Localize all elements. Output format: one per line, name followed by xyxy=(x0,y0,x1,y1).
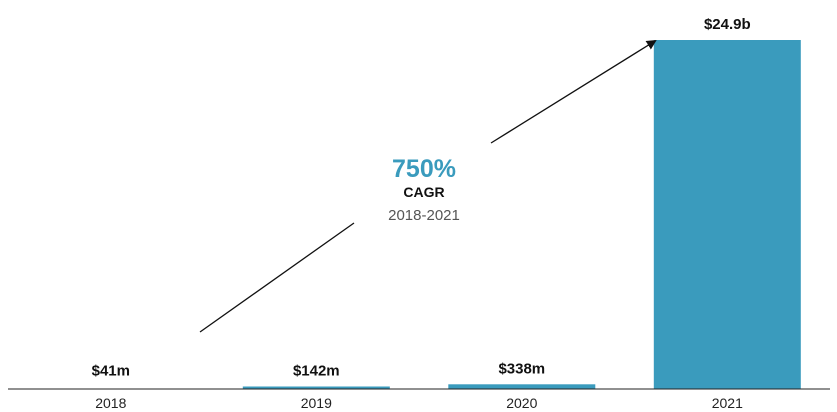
bar-2019 xyxy=(242,386,390,389)
cagr-value: 750% xyxy=(392,155,456,183)
bar-2020 xyxy=(448,384,596,389)
cagr-period: 2018-2021 xyxy=(388,207,460,224)
growth-arrow-upper-segment xyxy=(490,39,657,144)
cagr-annotation: 750% CAGR 2018-2021 xyxy=(199,39,657,333)
x-tick-label-2020: 2020 xyxy=(506,395,537,411)
x-tick-label-2019: 2019 xyxy=(301,395,332,411)
value-label-2019: $142m xyxy=(293,363,340,380)
x-tick-labels-group: 2018 2019 2020 2021 xyxy=(95,395,743,411)
bars-group xyxy=(242,40,801,389)
bar-2021 xyxy=(653,40,801,389)
x-tick-label-2021: 2021 xyxy=(712,395,743,411)
value-label-2021: $24.9b xyxy=(704,16,751,33)
cagr-label: CAGR xyxy=(403,184,444,200)
value-label-2020: $338m xyxy=(498,360,545,377)
x-tick-label-2018: 2018 xyxy=(95,395,126,411)
growth-arrow-lower-segment xyxy=(199,222,355,333)
value-label-2018: $41m xyxy=(92,363,130,380)
value-labels-group: $41m $142m $338m $24.9b xyxy=(92,16,751,380)
